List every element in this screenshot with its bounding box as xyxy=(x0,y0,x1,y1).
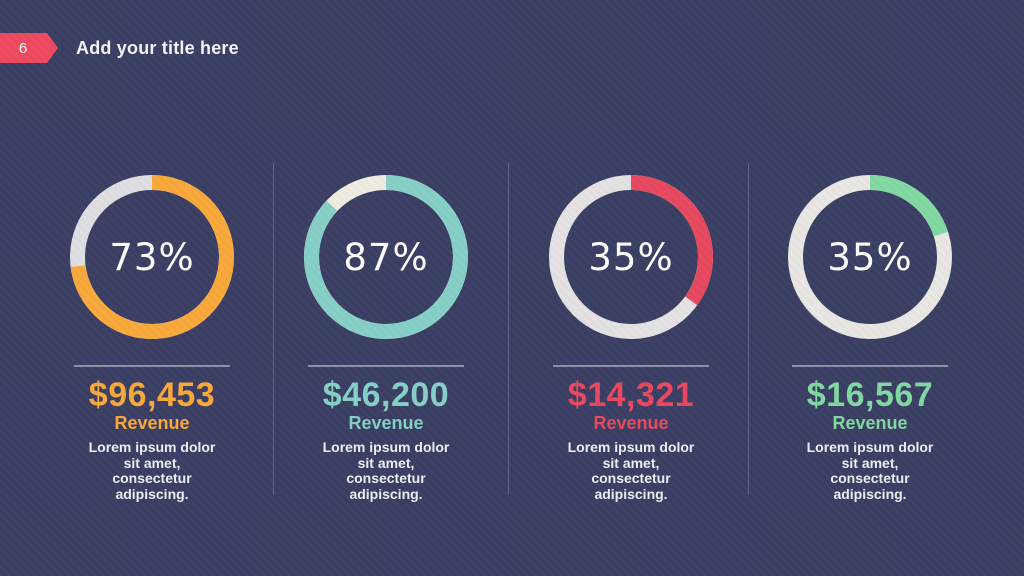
donut-ring-svg xyxy=(549,175,713,339)
donut-percent-label: 73% xyxy=(109,235,195,279)
revenue-amount: $16,567 xyxy=(806,376,934,414)
stat-column: 35% $16,567 Revenue Lorem ipsum dolor si… xyxy=(750,163,990,508)
donut-arc xyxy=(304,175,468,339)
donut-ring-svg xyxy=(788,175,952,339)
stat-column: 73% $96,453 Revenue Lorem ipsum dolor si… xyxy=(32,163,272,508)
column-divider xyxy=(748,163,749,495)
donut-percent-label: 35% xyxy=(588,235,674,279)
description-line: adipiscing. xyxy=(833,485,907,502)
description-line: consectetur xyxy=(830,470,910,486)
revenue-caption: Revenue xyxy=(348,413,424,433)
description-line: sit amet, xyxy=(357,454,415,471)
description-text: Lorem ipsum dolor sit amet, consectetur … xyxy=(511,439,751,502)
stat-column: 35% $14,321 Revenue Lorem ipsum dolor si… xyxy=(511,163,751,508)
description-text: Lorem ipsum dolor sit amet, consectetur … xyxy=(266,439,506,502)
donut-percent-label: 35% xyxy=(827,235,913,279)
column-divider xyxy=(508,163,509,495)
separator-line xyxy=(74,365,230,367)
description-text: Lorem ipsum dolor sit amet, consectetur … xyxy=(750,439,990,502)
revenue-amount: $46,200 xyxy=(322,376,450,414)
separator-line xyxy=(553,365,709,367)
donut-chart: 87% xyxy=(304,175,468,339)
description-line: Lorem ipsum dolor xyxy=(88,439,216,455)
column-divider xyxy=(273,163,274,495)
donut-arc xyxy=(788,175,952,339)
revenue-caption: Revenue xyxy=(593,413,669,433)
separator-line xyxy=(792,365,948,367)
description-line: consectetur xyxy=(112,470,192,486)
description-line: adipiscing. xyxy=(115,485,189,502)
description-line: Lorem ipsum dolor xyxy=(322,439,450,455)
revenue-amount: $96,453 xyxy=(88,376,216,414)
description-line: adipiscing. xyxy=(349,485,423,502)
description-line: adipiscing. xyxy=(594,485,668,502)
page-number: 6 xyxy=(18,39,28,57)
slide-title: Add your title here xyxy=(76,38,239,58)
donut-ring-svg xyxy=(304,175,468,339)
stat-column: 87% $46,200 Revenue Lorem ipsum dolor si… xyxy=(266,163,506,508)
description-line: sit amet, xyxy=(841,454,899,471)
description-line: sit amet, xyxy=(602,454,660,471)
donut-ring-svg xyxy=(70,175,234,339)
description-line: sit amet, xyxy=(123,454,181,471)
description-line: consectetur xyxy=(591,470,671,486)
donut-chart: 73% xyxy=(70,175,234,339)
description-line: Lorem ipsum dolor xyxy=(567,439,695,455)
revenue-caption: Revenue xyxy=(114,413,190,433)
description-text: Lorem ipsum dolor sit amet, consectetur … xyxy=(32,439,272,502)
donut-chart: 35% xyxy=(788,175,952,339)
description-line: Lorem ipsum dolor xyxy=(806,439,934,455)
donut-chart: 35% xyxy=(549,175,713,339)
donut-percent-label: 87% xyxy=(343,235,429,279)
page-number-badge: 6 xyxy=(0,33,58,63)
separator-line xyxy=(308,365,464,367)
description-line: consectetur xyxy=(346,470,426,486)
donut-arc xyxy=(549,175,713,339)
donut-arc xyxy=(70,175,234,339)
revenue-amount: $14,321 xyxy=(567,376,695,414)
revenue-caption: Revenue xyxy=(832,413,908,433)
